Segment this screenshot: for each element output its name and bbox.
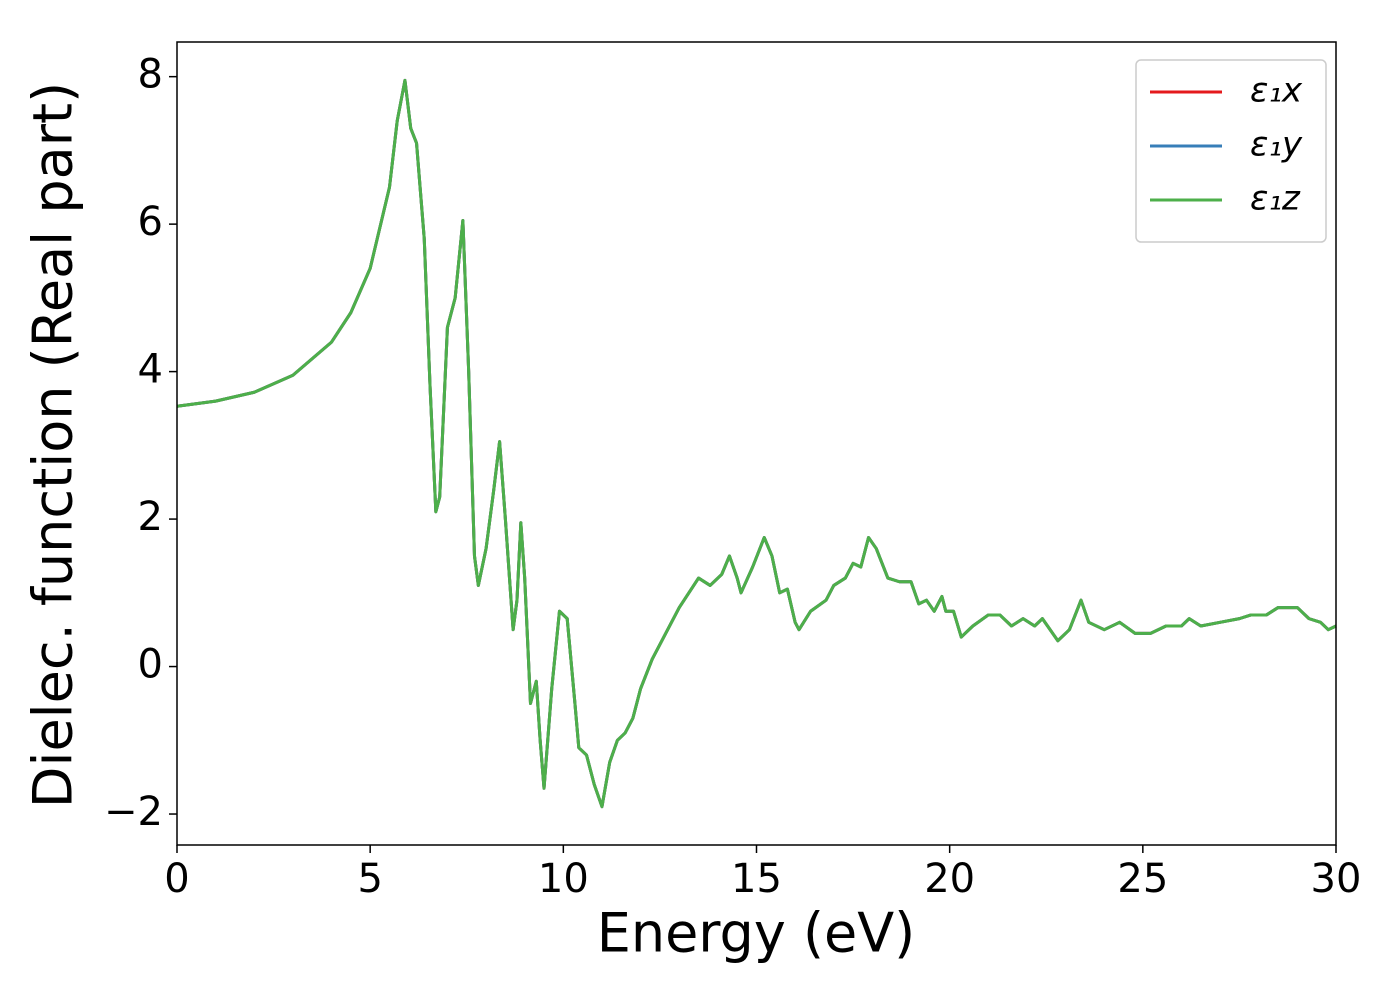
y-axis-label: Dielec. function (Real part) [22, 82, 85, 808]
legend-label: ε₁y [1250, 125, 1303, 165]
y-tick-label: 4 [138, 347, 163, 393]
x-tick-label: 0 [164, 856, 189, 902]
y-tick-label: 6 [138, 199, 163, 245]
y-tick-label: 8 [138, 52, 163, 98]
legend-label: ε₁x [1250, 71, 1303, 111]
x-tick-label: 10 [538, 856, 589, 902]
legend: ε₁x ε₁y ε₁z [1135, 59, 1327, 243]
x-axis-label: Energy (eV) [597, 902, 916, 965]
x-tick-label: 25 [1117, 856, 1168, 902]
y-tick-label: 2 [138, 494, 163, 540]
legend-label: ε₁z [1250, 179, 1301, 219]
legend-box [1135, 59, 1327, 243]
x-tick-label: 30 [1311, 856, 1362, 902]
data-line [176, 78, 1337, 809]
x-tick-label: 5 [357, 856, 382, 902]
y-tick-label: −2 [104, 789, 163, 835]
plot-frame [176, 41, 1337, 846]
x-tick-label: 20 [924, 856, 975, 902]
y-tick-label: 0 [138, 642, 163, 688]
x-tick-label: 15 [731, 856, 782, 902]
